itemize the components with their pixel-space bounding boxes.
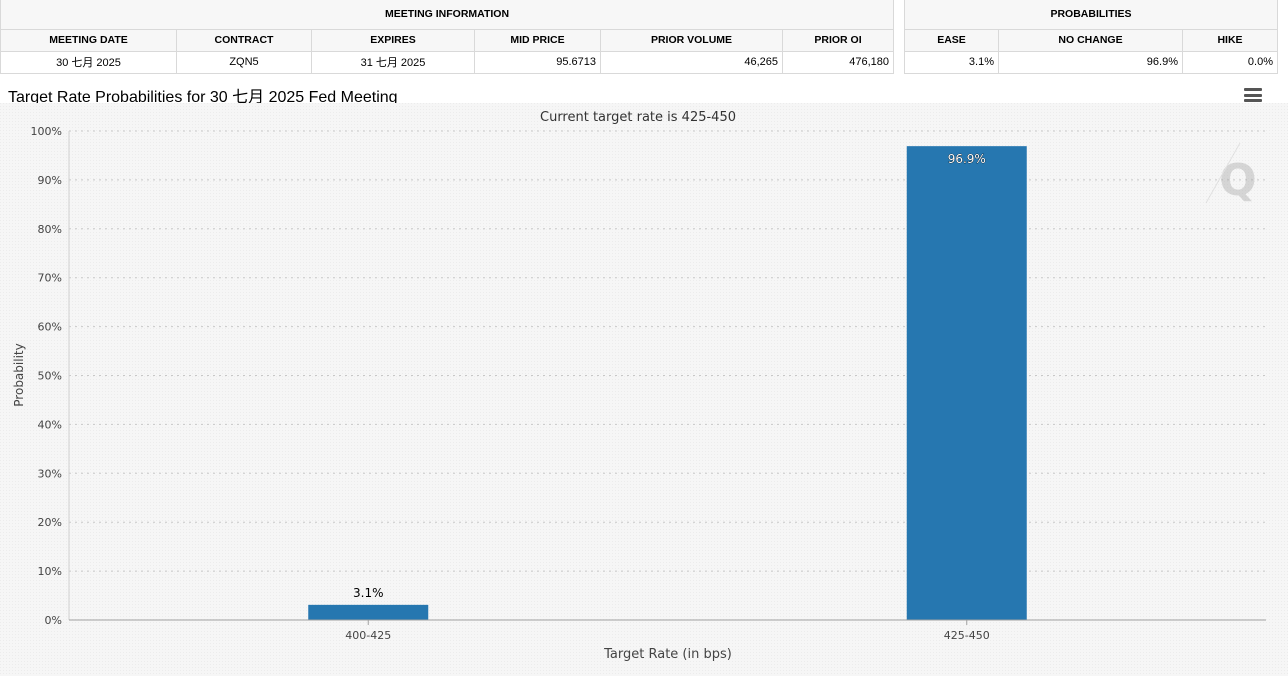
chart-background xyxy=(0,103,1288,676)
x-tick-label: 425-450 xyxy=(944,629,990,642)
table-row: 30 七月 2025 ZQN5 31 七月 2025 95.6713 46,26… xyxy=(0,50,895,74)
y-tick-label: 80% xyxy=(38,223,62,236)
col-prior-volume: PRIOR VOLUME xyxy=(600,28,783,52)
bars: 3.1% 96.9% xyxy=(308,146,1027,620)
y-tick-label: 0% xyxy=(45,614,62,627)
y-tick-label: 50% xyxy=(38,370,62,383)
y-tick-label: 20% xyxy=(38,516,62,529)
data-label: 96.9% xyxy=(948,152,986,166)
table-row: 3.1% 96.9% 0.0% xyxy=(904,50,1278,74)
bar-chart: Current target rate is 425-450 0% 10% 20% 3… xyxy=(0,103,1288,676)
x-axis-label: Target Rate (in bps) xyxy=(603,647,732,662)
col-meeting-date: MEETING DATE xyxy=(0,28,177,52)
x-axis-ticks: 400-425 425-450 xyxy=(345,620,990,642)
col-no-change: NO CHANGE xyxy=(998,28,1183,52)
cell-ease: 3.1% xyxy=(904,50,999,74)
meeting-information-header: MEETING INFORMATION xyxy=(0,0,895,30)
y-tick-label: 10% xyxy=(38,565,62,578)
y-tick-label: 70% xyxy=(38,272,62,285)
col-prior-oi: PRIOR OI xyxy=(781,28,895,52)
probabilities-header: PROBABILITIES xyxy=(904,0,1278,30)
y-tick-label: 40% xyxy=(38,418,62,431)
cell-meeting-date: 30 七月 2025 xyxy=(0,50,177,74)
bar-425-450[interactable] xyxy=(906,146,1027,620)
col-contract: CONTRACT xyxy=(176,28,312,52)
cell-prior-volume: 46,265 xyxy=(600,50,783,74)
col-mid-price: MID PRICE xyxy=(474,28,601,52)
y-tick-label: 90% xyxy=(38,174,62,187)
y-tick-label: 60% xyxy=(38,321,62,334)
hamburger-menu-icon[interactable] xyxy=(1244,88,1262,104)
chart-title: Target Rate Probabilities for 30 七月 2025… xyxy=(8,89,398,106)
cell-contract: ZQN5 xyxy=(176,50,312,74)
y-axis-label: Probability xyxy=(12,343,26,406)
chart-subtitle: Current target rate is 425-450 xyxy=(540,110,736,125)
svg-text:Q: Q xyxy=(1219,155,1256,206)
probabilities-table: PROBABILITIES EASE NO CHANGE HIKE 3.1% 9… xyxy=(904,0,1278,74)
cell-no-change: 96.9% xyxy=(998,50,1183,74)
col-hike: HIKE xyxy=(1182,28,1278,52)
meeting-information-table: MEETING INFORMATION MEETING DATE CONTRAC… xyxy=(0,0,895,74)
x-tick-label: 400-425 xyxy=(345,629,391,642)
y-tick-label: 100% xyxy=(31,125,62,138)
y-tick-label: 30% xyxy=(38,467,62,480)
bar-400-425[interactable] xyxy=(308,604,429,620)
cell-mid-price: 95.6713 xyxy=(474,50,601,74)
col-ease: EASE xyxy=(904,28,999,52)
col-expires: EXPIRES xyxy=(311,28,475,52)
cell-expires: 31 七月 2025 xyxy=(311,50,475,74)
cell-hike: 0.0% xyxy=(1182,50,1278,74)
data-label: 3.1% xyxy=(353,586,384,600)
watermark-logo: Q xyxy=(1205,142,1257,206)
cell-prior-oi: 476,180 xyxy=(781,50,895,74)
grid-lines xyxy=(68,130,1266,620)
y-axis-ticks: 0% 10% 20% 30% 40% 50% 60% 70% 80% 90% 100% xyxy=(31,125,62,627)
